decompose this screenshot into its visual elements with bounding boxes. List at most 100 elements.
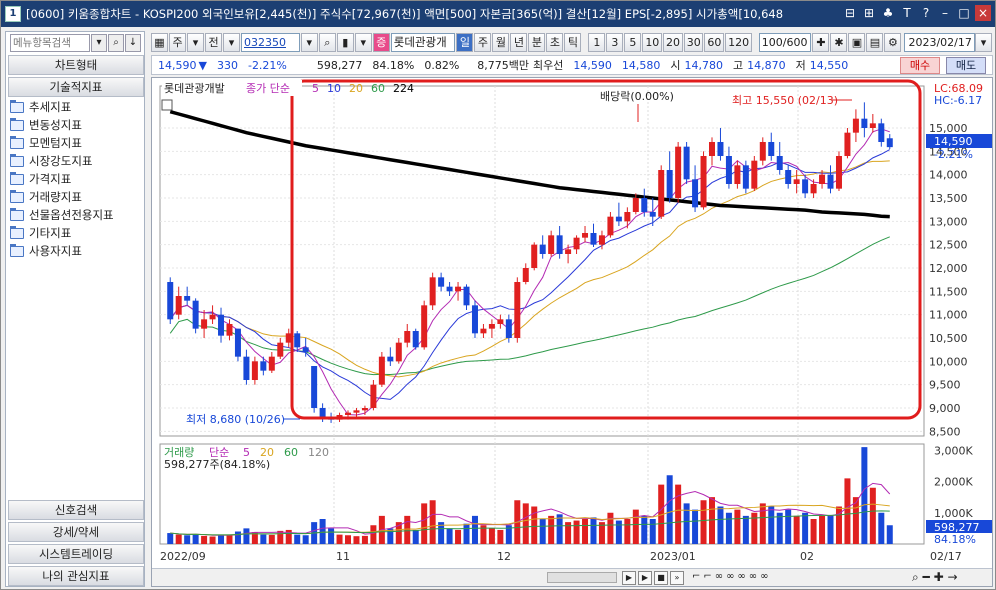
period-week[interactable]: 주 [474,32,492,52]
chart-type-button[interactable]: 차트형태 [8,55,144,75]
minute-30[interactable]: 30 [683,32,704,52]
link-icon[interactable]: ⊞ [863,6,875,20]
tree-item-label: 모멘텀지표 [29,136,82,150]
volume-bar [328,528,335,544]
chart-icon[interactable]: ▮ [336,32,354,52]
volume-bar [810,519,817,544]
pin-icon[interactable]: ♣ [882,6,894,20]
market-select[interactable]: 전 [205,32,222,52]
volume-bar [835,506,842,544]
minute-120[interactable]: 120 [725,32,752,52]
minute-60[interactable]: 60 [704,32,725,52]
my-indicator-button[interactable]: 나의 관심지표 [8,566,144,586]
play-icon[interactable]: ▶ [622,571,636,585]
tree-item[interactable]: 변동성지표 [10,116,144,134]
cross-icon[interactable]: ✚ [812,32,830,52]
layout-icon[interactable]: ▦ [151,32,168,52]
volume-bar [776,512,783,544]
candle-body [793,179,800,184]
volume-bar [218,534,225,544]
count-input[interactable]: 100/600 [758,32,812,52]
candle-body [361,408,368,411]
ask-price: 14,590 [573,58,612,72]
minute-3[interactable]: 3 [606,32,624,52]
period-tick[interactable]: 틱 [564,32,582,52]
period-month[interactable]: 월 [492,32,510,52]
volume-bar [725,512,732,544]
buy-button[interactable]: 매수 [900,57,940,74]
tree-item[interactable]: 추세지표 [10,98,144,116]
period-year[interactable]: 년 [510,32,528,52]
y-tick-label: 15,000 [929,122,968,135]
date-input[interactable]: 2023/02/17 [904,32,976,52]
minute-20[interactable]: 20 [663,32,683,52]
download-icon[interactable]: ↓ [125,34,141,52]
sell-button[interactable]: 매도 [946,57,986,74]
candle-body [556,235,563,254]
scrollbar[interactable] [547,572,617,583]
volume-bar [175,534,182,544]
minute-1[interactable]: 1 [588,32,606,52]
candle-body [429,277,436,306]
search-icon[interactable]: ⌕ [108,34,124,52]
search-icon[interactable]: ⌕ [318,32,336,52]
tree-item-label: 거래량지표 [29,190,82,204]
tech-indicator-button[interactable]: 기술적지표 [8,77,144,97]
menu-search-input[interactable] [10,34,90,52]
close-button[interactable]: × [975,5,991,21]
prev-dropdown-icon[interactable]: ▾ [354,32,372,52]
gear-icon[interactable]: ⚙ [884,32,902,52]
maximize-button[interactable]: □ [958,6,970,20]
zoom-icon[interactable]: ⌕ ━ ✚ → [912,570,958,584]
tree-item[interactable]: 모멘텀지표 [10,134,144,152]
current-price: 14,590 [158,58,197,72]
volume-ratio-label: 84.18% [934,533,976,546]
calendar-icon[interactable]: ▾ [975,32,993,52]
drawing-tools-icon[interactable]: ⌐⌐∞∞∞∞∞ [692,571,772,582]
volume-bar [243,528,250,544]
tree-item[interactable]: 기타지표 [10,224,144,242]
stock-code-input[interactable]: 032350 [241,32,300,52]
stop-icon[interactable]: ■ [654,571,668,585]
volume-bar [852,497,859,544]
minute-5[interactable]: 5 [624,32,642,52]
period-day[interactable]: 일 [456,32,474,52]
system-trading-button[interactable]: 시스템트레이딩 [8,544,144,564]
tool-icon[interactable]: ✱ [830,32,848,52]
signal-search-button[interactable]: 신호검색 [8,500,144,520]
strength-button[interactable]: 강세/약세 [8,522,144,542]
candle-body [785,170,792,184]
tree-item[interactable]: 시장강도지표 [10,152,144,170]
candle-body [471,305,478,334]
mode-select[interactable]: 주 [169,32,186,52]
minimize-button[interactable]: – [942,6,948,20]
dropdown-arrow-icon[interactable]: ▾ [91,34,107,52]
print-icon[interactable]: ▤ [866,32,884,52]
minute-10[interactable]: 10 [642,32,663,52]
candle-body [438,277,445,287]
restore-icon[interactable]: ⊟ [844,6,856,20]
code-dropdown-icon[interactable]: ▾ [300,32,318,52]
step-icon[interactable]: ▶ [638,571,652,585]
fastforward-icon[interactable]: » [670,571,684,585]
chart-area[interactable]: 8,500 9,000 9,500 10,000 10,500 11,000 11,500 1… [151,77,993,587]
market-dropdown-icon[interactable]: ▾ [223,32,240,52]
volume-bar [683,503,690,544]
help-icon[interactable]: ? [922,6,930,20]
period-minute[interactable]: 분 [528,32,546,52]
save-icon[interactable]: ▣ [848,32,866,52]
folder-icon [10,117,24,131]
font-icon[interactable]: T [903,6,911,20]
tree-item[interactable]: 선물옵션전용지표 [10,206,144,224]
period-second[interactable]: 초 [546,32,564,52]
y-tick-label: 14,000 [929,169,968,182]
y-tick-label: 9,500 [929,379,961,392]
volume-bar [226,535,233,544]
tree-item[interactable]: 가격지표 [10,170,144,188]
chart-svg[interactable]: 8,500 9,000 9,500 10,000 10,500 11,000 11,500 1… [152,78,992,568]
tree-item[interactable]: 거래량지표 [10,188,144,206]
price-change: 330 [216,58,238,72]
volume-bar [421,503,428,544]
tree-item[interactable]: 사용자지표 [10,242,144,260]
mode-dropdown-icon[interactable]: ▾ [187,32,204,52]
